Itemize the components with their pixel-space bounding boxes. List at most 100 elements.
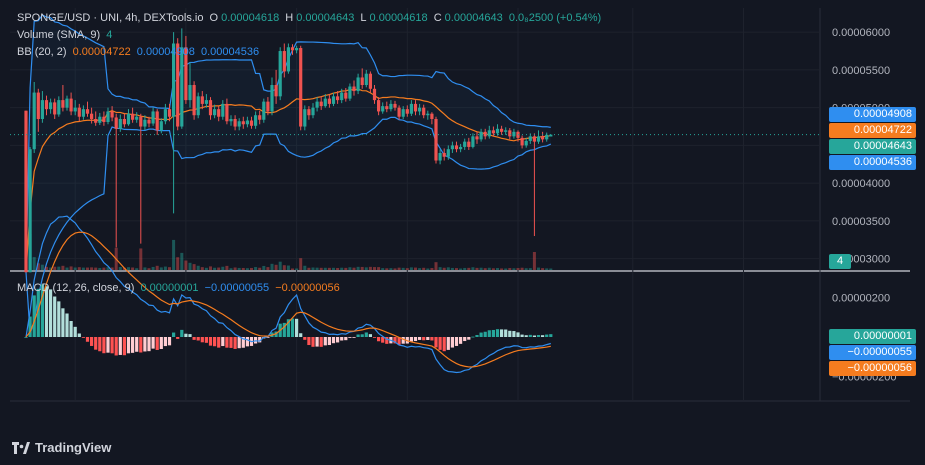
legend-low-label: L bbox=[360, 12, 367, 24]
candle-body bbox=[290, 47, 295, 51]
candle-body bbox=[122, 118, 126, 125]
brand-name: TradingView bbox=[35, 440, 112, 455]
volume-bar bbox=[274, 264, 278, 270]
candle-body bbox=[90, 113, 94, 119]
volume-bar bbox=[32, 257, 36, 270]
tradingview-logo[interactable]: TradingView bbox=[12, 440, 111, 455]
legend-bb-lower: 0.00004536 bbox=[200, 46, 260, 58]
volume-bar bbox=[348, 267, 352, 270]
macd-histogram-bar bbox=[167, 337, 172, 346]
volume-bar bbox=[520, 267, 524, 270]
macd-histogram-bar bbox=[61, 308, 65, 337]
volume-bar bbox=[545, 268, 549, 270]
volume-bar bbox=[496, 268, 499, 270]
candle-body bbox=[229, 118, 233, 122]
volume-bar bbox=[504, 268, 508, 270]
volume-bar bbox=[368, 266, 372, 270]
legend-bb[interactable]: BB (20, 2) 0.00004722 0.00004908 0.00004… bbox=[17, 45, 262, 59]
volume-bar bbox=[53, 266, 57, 270]
volume-bar bbox=[311, 267, 315, 270]
volume-bar bbox=[401, 267, 405, 270]
candle-body bbox=[167, 109, 172, 117]
candle-body bbox=[241, 121, 245, 125]
macd-histogram-bar bbox=[282, 322, 286, 337]
volume-bar bbox=[459, 268, 463, 270]
volume-bar bbox=[188, 262, 192, 270]
volume-tag: 4 bbox=[829, 254, 851, 269]
volume-bar bbox=[393, 268, 397, 270]
macd-histogram-bar bbox=[381, 337, 385, 343]
macd-histogram-bar bbox=[532, 335, 536, 337]
volume-bar bbox=[512, 268, 516, 270]
candle-body bbox=[479, 131, 483, 140]
volume-bar bbox=[442, 267, 446, 270]
volume-bar bbox=[422, 267, 426, 270]
candle-body bbox=[434, 118, 438, 161]
macd-histogram-bar bbox=[475, 335, 479, 337]
macd-histogram-bar bbox=[311, 337, 315, 347]
volume-bar bbox=[135, 268, 139, 270]
candle-body bbox=[40, 100, 44, 119]
candle-body bbox=[184, 47, 188, 101]
macd-tag: −0.00000056 bbox=[829, 361, 916, 377]
candle-body bbox=[131, 113, 135, 120]
macd-histogram-bar bbox=[495, 329, 500, 337]
bb-lower-line bbox=[25, 116, 552, 334]
macd-histogram-bar bbox=[500, 329, 504, 337]
volume-bar bbox=[77, 267, 81, 270]
candle-body bbox=[274, 85, 278, 97]
candle-body bbox=[528, 136, 532, 141]
candle-body bbox=[327, 98, 331, 104]
bb-fill bbox=[26, 15, 551, 334]
volume-bar bbox=[151, 266, 155, 270]
candle-body bbox=[28, 149, 32, 273]
volume-bar bbox=[475, 267, 479, 270]
macd-histogram-bar bbox=[430, 337, 434, 341]
volume-bar bbox=[204, 267, 208, 270]
volume-bar bbox=[102, 267, 106, 270]
volume-bar bbox=[352, 267, 356, 270]
legend-macd-hist: 0.00000001 bbox=[140, 282, 199, 294]
volume-bar bbox=[307, 267, 311, 270]
legend-macd[interactable]: MACD (12, 26, close, 9) 0.00000001 −0.00… bbox=[17, 281, 343, 295]
macd-histogram-bar bbox=[110, 337, 114, 354]
legend-bb-label: BB (20, 2) bbox=[17, 46, 67, 58]
macd-histogram-bar bbox=[24, 337, 28, 338]
candle-body bbox=[340, 92, 344, 101]
volume-bar bbox=[213, 267, 217, 270]
candle-body bbox=[221, 103, 225, 117]
chart-canvas[interactable]: 0.000060000.000055000.000050000.00004500… bbox=[10, 8, 910, 408]
candle-body bbox=[180, 47, 184, 127]
legend-volume[interactable]: Volume (SMA, 9) 4 bbox=[17, 28, 115, 42]
candle-body bbox=[225, 103, 229, 122]
volume-bar bbox=[200, 267, 204, 270]
price-tag: 0.00004536 bbox=[829, 155, 916, 171]
legend-macd-signal: −0.00000056 bbox=[275, 282, 340, 294]
volume-bar bbox=[90, 267, 94, 270]
macd-histogram-bar bbox=[295, 318, 299, 337]
volume-bar bbox=[430, 268, 434, 270]
macd-histogram-bar bbox=[508, 330, 512, 337]
macd-histogram-bar bbox=[139, 337, 143, 353]
volume-bar bbox=[332, 267, 335, 270]
volume-bar bbox=[57, 266, 61, 270]
candle-body bbox=[426, 113, 430, 116]
macd-histogram-bar bbox=[536, 335, 541, 337]
volume-bar bbox=[418, 268, 422, 270]
volume-bar bbox=[467, 267, 471, 270]
volume-bar bbox=[508, 268, 512, 270]
candle-body bbox=[147, 119, 151, 124]
volume-bars bbox=[24, 234, 553, 270]
candle-body bbox=[49, 102, 53, 110]
candle-body bbox=[81, 109, 85, 117]
candle-body bbox=[159, 121, 163, 131]
macd-histogram-bar bbox=[307, 337, 311, 346]
macd-histogram-bar bbox=[299, 333, 303, 337]
candle-body bbox=[430, 113, 434, 119]
candle-body bbox=[98, 116, 102, 123]
candle-body bbox=[508, 130, 512, 137]
volume-bar bbox=[409, 267, 413, 270]
macd-histogram-bar bbox=[28, 316, 32, 337]
macd-histogram-bar bbox=[188, 334, 192, 337]
